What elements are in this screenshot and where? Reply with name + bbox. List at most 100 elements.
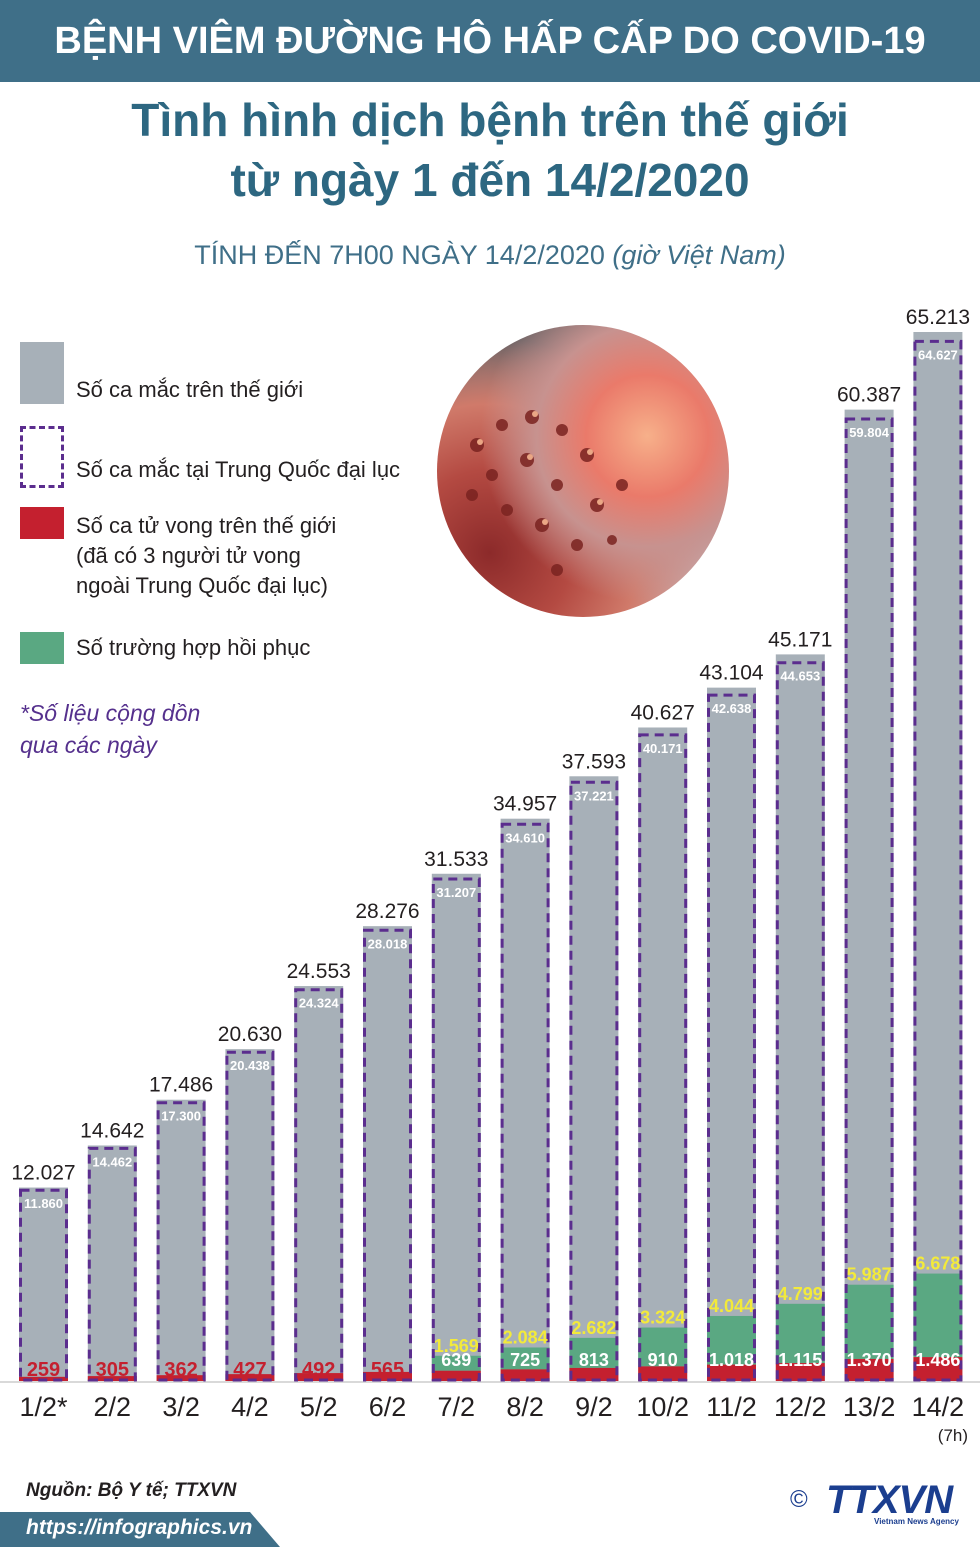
bar-recovered [431, 1355, 481, 1371]
title-line-1: Tình hình dịch bệnh trên thế giới [131, 94, 849, 146]
data-label-china: 20.438 [230, 1058, 270, 1073]
bar-world [775, 654, 825, 1381]
data-label-deaths: 1.115 [778, 1350, 822, 1370]
data-label-deaths: 305 [96, 1359, 129, 1381]
legend-label-deaths-1: Số ca tử vong trên thế giới [76, 513, 337, 538]
category-label: 13/2 [843, 1392, 896, 1422]
copyright-symbol: © [790, 1486, 808, 1513]
bar-world [19, 1187, 68, 1381]
bar-china-outline [844, 417, 894, 1382]
data-label-world: 43.104 [699, 662, 764, 685]
legend-swatch-deaths [20, 507, 64, 539]
bar-world [87, 1145, 137, 1381]
data-label-world: 12.027 [11, 1162, 75, 1185]
bar-china-outline [156, 1101, 206, 1382]
bar-deaths [638, 1366, 688, 1381]
legend-label-deaths-2: (đã có 3 người tử vong [76, 543, 301, 568]
category-label: 2/2 [94, 1392, 132, 1422]
ttxvn-logo: TTXVN [826, 1478, 953, 1522]
data-label-recovered: 4.799 [778, 1284, 823, 1304]
data-label-deaths: 1.018 [709, 1350, 754, 1370]
bar-china-outline [363, 928, 412, 1382]
data-label-deaths: 362 [164, 1359, 197, 1381]
data-label-china: 34.610 [505, 830, 545, 845]
bar-world [156, 1099, 206, 1381]
bar-deaths [775, 1363, 825, 1381]
legend-swatch-recovered [20, 632, 64, 664]
data-label-world: 31.533 [424, 848, 488, 871]
bar-china-outline [19, 1188, 68, 1382]
category-label: 14/2 [912, 1392, 965, 1422]
bar-deaths [363, 1371, 412, 1381]
legend-swatch-world [20, 342, 64, 404]
data-label-recovered: 5.987 [847, 1265, 892, 1285]
data-label-world: 60.387 [837, 384, 901, 407]
category-label: 1/2* [19, 1392, 68, 1422]
bar-china-outline [87, 1146, 137, 1382]
category-sublabel: (7h) [938, 1426, 968, 1445]
data-label-china: 64.627 [918, 347, 958, 362]
data-label-deaths: 1.370 [847, 1350, 892, 1370]
bar-china-outline [775, 661, 825, 1382]
bar-deaths [913, 1357, 963, 1381]
data-label-recovered: 3.324 [640, 1308, 685, 1328]
data-label-china: 42.638 [712, 701, 752, 716]
bar-deaths [569, 1367, 619, 1381]
bar-world [569, 776, 619, 1381]
bar-china-outline [500, 822, 550, 1382]
category-label: 10/2 [636, 1392, 689, 1422]
data-label-world: 28.276 [355, 900, 419, 923]
bar-deaths [156, 1375, 206, 1381]
ttxvn-logo-subtitle: Vietnam News Agency [874, 1517, 959, 1526]
data-label-deaths: 813 [579, 1350, 609, 1370]
bar-recovered [500, 1347, 550, 1370]
category-label: 8/2 [506, 1392, 544, 1422]
subtitle-timezone: (giờ Việt Nam) [612, 240, 786, 270]
bar-world [431, 873, 481, 1381]
bar-recovered [638, 1327, 688, 1367]
bar-recovered [569, 1337, 619, 1368]
bar-deaths [707, 1364, 756, 1381]
category-label: 3/2 [162, 1392, 200, 1422]
data-label-world: 20.630 [218, 1023, 282, 1046]
data-label-recovered: 2.084 [503, 1327, 548, 1347]
data-label-deaths: 910 [648, 1350, 678, 1370]
bar-china-outline [569, 780, 619, 1382]
bar-world [844, 409, 894, 1381]
data-label-world: 17.486 [149, 1074, 213, 1097]
bar-deaths [225, 1374, 275, 1381]
category-label: 5/2 [300, 1392, 338, 1422]
category-label: 12/2 [774, 1392, 827, 1422]
data-label-china: 28.018 [368, 936, 408, 951]
data-label-world: 34.957 [493, 793, 557, 816]
bar-recovered [707, 1315, 756, 1365]
bar-china-outline [913, 339, 963, 1382]
data-label-world: 45.171 [768, 628, 832, 651]
data-label-world: 40.627 [631, 701, 695, 724]
data-label-china: 14.462 [92, 1154, 132, 1169]
bar-world [638, 727, 688, 1381]
data-label-deaths: 259 [27, 1359, 60, 1381]
data-label-deaths: 725 [510, 1350, 540, 1370]
bar-china-outline [707, 693, 756, 1382]
bar-china-outline [638, 733, 688, 1382]
data-label-world: 14.642 [80, 1119, 144, 1142]
category-label: 4/2 [231, 1392, 269, 1422]
bar-world [707, 687, 756, 1381]
data-label-recovered: 6.678 [915, 1254, 960, 1274]
data-label-china: 24.324 [299, 996, 340, 1011]
bar-world [294, 986, 344, 1381]
bar-world [913, 332, 963, 1381]
website-link[interactable]: https://infographics.vn [26, 1516, 253, 1539]
bar-china-outline [294, 988, 344, 1382]
data-label-recovered: 2.682 [571, 1318, 616, 1338]
data-label-deaths: 427 [233, 1359, 266, 1381]
bar-deaths [844, 1358, 894, 1381]
bar-recovered [844, 1284, 894, 1359]
data-label-recovered: 4.044 [709, 1296, 754, 1316]
category-label: 11/2 [706, 1392, 757, 1422]
bar-world [500, 818, 550, 1381]
data-label-deaths: 1.486 [915, 1350, 960, 1370]
legend-label-recovered: Số trường hợp hồi phục [76, 635, 311, 660]
data-label-china: 40.171 [643, 741, 683, 756]
